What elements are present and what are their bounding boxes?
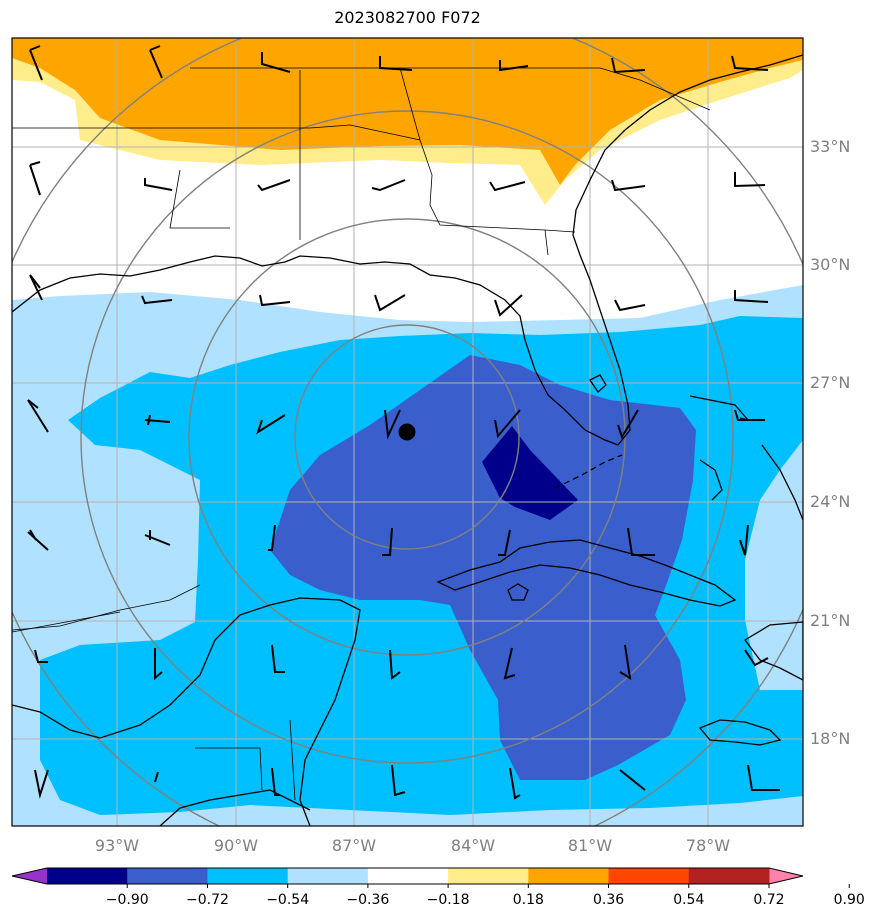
colorbar-tick-label: −0.54: [266, 892, 309, 908]
border-belize: [289, 719, 296, 801]
colorbar-tick-label: −0.72: [186, 892, 229, 908]
border-al-ga: [399, 67, 421, 141]
colorbar-tick-label: −0.90: [106, 892, 149, 908]
colorbar: −0.90 −0.72 −0.54 −0.36 −0.18 0.18 0.36 0.54 0.7…: [11, 867, 865, 908]
lat-label-21: 21°N: [810, 611, 850, 630]
coastlines: [12, 54, 803, 826]
lon-label-84: 84°W: [451, 836, 495, 855]
coast-lake-okeechobee: [589, 374, 607, 393]
lat-labels: 33°N 30°N 27°N 24°N 21°N 18°N: [810, 137, 850, 748]
colorbar-cell-9: [688, 868, 770, 884]
colorbar-tick-label: 0.72: [753, 892, 784, 908]
map-frame: [11, 37, 804, 827]
coast-gulf-north: [12, 54, 803, 446]
colorbar-outline: [11, 867, 804, 885]
colorbar-cell-3: [207, 868, 289, 884]
coast-cuba: [436, 539, 737, 607]
coast-hispaniola: [744, 621, 803, 681]
field-deep-blue: [482, 426, 578, 520]
colorbar-tick-label: −0.36: [346, 892, 389, 908]
graticule: [12, 38, 803, 826]
border-ga-fl: [544, 229, 576, 233]
map-title: 2023082700 F072: [334, 8, 481, 27]
colorbar-cell-2: [127, 868, 208, 884]
range-ring-3: [80, 110, 734, 764]
colorbar-cell-4: [287, 868, 369, 884]
lon-labels: 93°W 90°W 87°W 84°W 81°W 78°W: [95, 836, 730, 855]
coast-keys: [554, 454, 623, 489]
coast-jamaica: [698, 719, 782, 746]
coast-bahamas-3: [761, 444, 803, 521]
coast-isle-youth: [507, 583, 529, 601]
wind-barbs: [27, 45, 780, 800]
colorbar-cell-6: [448, 868, 529, 884]
storm-center-marker: [398, 423, 416, 441]
colorbar-extend-high: [769, 868, 803, 884]
coast-central-america: [159, 789, 311, 826]
colorbar-tick-label: −0.18: [427, 892, 470, 908]
lon-label-93: 93°W: [95, 836, 139, 855]
lat-label-33: 33°N: [810, 137, 850, 156]
lat-label-30: 30°N: [810, 255, 850, 274]
colorbar-ticks: −0.90 −0.72 −0.54 −0.36 −0.18 0.18 0.36 0.54 0.7…: [106, 884, 865, 908]
border-la: [169, 169, 230, 229]
lat-label-27: 27°N: [810, 373, 850, 392]
colorbar-tick-label: 0.54: [673, 892, 704, 908]
colorbar-cell-5: [367, 868, 449, 884]
lon-label-90: 90°W: [214, 836, 258, 855]
colorbar-cell-7: [528, 868, 610, 884]
lat-label-18: 18°N: [810, 729, 850, 748]
colorbar-cell-8: [608, 868, 690, 884]
colorbar-tick-label: 0.18: [513, 892, 544, 908]
lon-label-81: 81°W: [568, 836, 612, 855]
colorbar-cell-1: [47, 868, 128, 884]
map-area: [12, 38, 803, 826]
border-mexico-guat: [195, 747, 263, 791]
borders: [12, 67, 711, 801]
colorbar-cells: [47, 868, 770, 884]
colorbar-tick-label: 0.36: [593, 892, 624, 908]
lat-label-24: 24°N: [810, 492, 850, 511]
border-us-inland: [12, 124, 549, 256]
colorbar-extend-low: [12, 868, 47, 884]
border-gulf-inland: [12, 611, 121, 633]
lon-label-87: 87°W: [332, 836, 376, 855]
lon-label-78: 78°W: [686, 836, 730, 855]
range-ring-1: [294, 324, 520, 550]
colorbar-tick-label: 0.90: [834, 892, 865, 908]
border-tx: [12, 584, 201, 631]
coast-yucatan: [12, 597, 361, 826]
coast-bahamas-2: [699, 459, 723, 501]
